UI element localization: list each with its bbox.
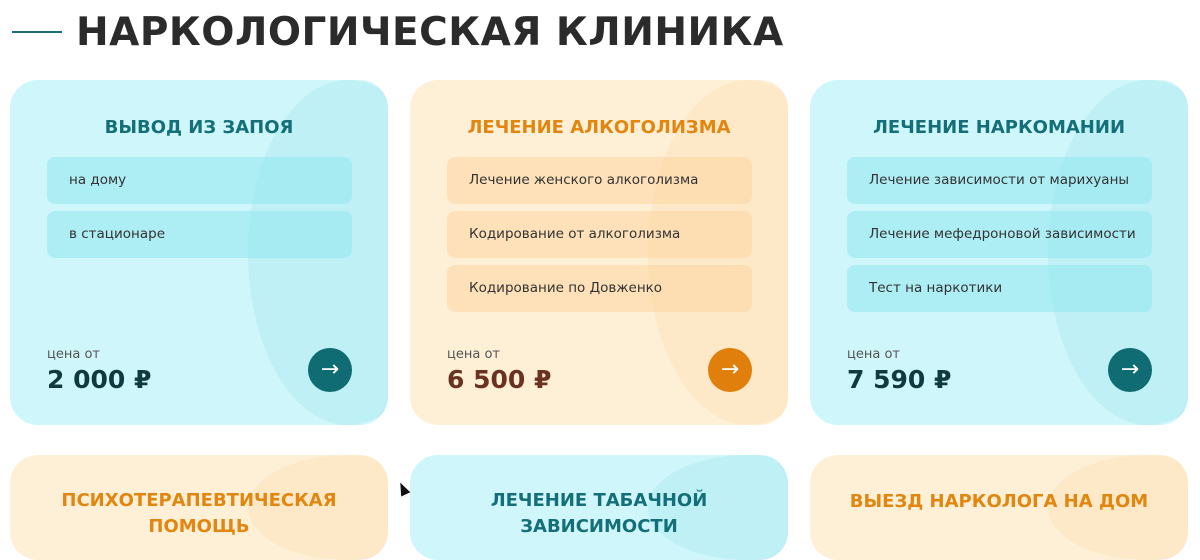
service-link[interactable]: Тест на наркотики <box>847 265 1152 312</box>
price-value: 6 500 ₽ <box>447 365 552 394</box>
service-link[interactable]: Лечение мефедроновой зависимости <box>847 211 1152 258</box>
service-card[interactable]: ПСИХОТЕРАПЕВТИЧЕСКАЯ ПОМОЩЬ <box>10 455 388 560</box>
card-title[interactable]: ЛЕЧЕНИЕ АЛКОГОЛИЗМА <box>467 117 731 138</box>
card-title[interactable]: ВЫВОД ИЗ ЗАПОЯ <box>104 117 294 138</box>
service-link[interactable]: Лечение зависимости от марихуаны <box>847 157 1152 204</box>
service-card[interactable]: ЛЕЧЕНИЕ ТАБАЧНОЙ ЗАВИСИМОСТИ <box>410 455 788 560</box>
price-label: цена от <box>847 347 900 362</box>
service-link[interactable]: Лечение женского алкоголизма <box>447 157 752 204</box>
page-title: НАРКОЛОГИЧЕСКАЯ КЛИНИКА <box>76 10 784 55</box>
mouse-cursor <box>395 480 411 497</box>
service-link[interactable]: в стационаре <box>47 211 352 258</box>
service-card[interactable]: ЛЕЧЕНИЕ АЛКОГОЛИЗМА Лечение женского алко… <box>410 80 788 425</box>
header-line <box>12 31 62 33</box>
card-title[interactable]: ЛЕЧЕНИЕ НАРКОМАНИИ <box>872 117 1126 138</box>
arrow-right-button[interactable]: → <box>1108 348 1152 392</box>
arrow-right-button[interactable]: → <box>308 348 352 392</box>
price-value: 2 000 ₽ <box>47 365 152 394</box>
arrow-right-button[interactable]: → <box>708 348 752 392</box>
arrow-right-icon: → <box>320 357 340 382</box>
service-link[interactable]: Кодирование от алкоголизма <box>447 211 752 258</box>
price-label: цена от <box>47 347 100 362</box>
service-card[interactable]: ВЫЕЗД НАРКОЛОГА НА ДОМ <box>810 455 1188 560</box>
arrow-right-icon: → <box>1120 357 1140 382</box>
price-label: цена от <box>447 347 500 362</box>
service-card[interactable]: ВЫВОД ИЗ ЗАПОЯ на дому в стационаре цена от… <box>10 80 388 425</box>
service-link[interactable]: Кодирование по Довженко <box>447 265 752 312</box>
card-title[interactable]: ЛЕЧЕНИЕ ТАБАЧНОЙ ЗАВИСИМОСТИ <box>490 490 708 537</box>
card-title[interactable]: ВЫЕЗД НАРКОЛОГА НА ДОМ <box>849 491 1149 512</box>
service-card[interactable]: ЛЕЧЕНИЕ НАРКОМАНИИ Лечение зависимости от… <box>810 80 1188 425</box>
price-value: 7 590 ₽ <box>847 365 952 394</box>
service-link[interactable]: на дому <box>47 157 352 204</box>
card-title[interactable]: ПСИХОТЕРАПЕВТИЧЕСКАЯ ПОМОЩЬ <box>61 490 337 537</box>
arrow-right-icon: → <box>720 357 740 382</box>
